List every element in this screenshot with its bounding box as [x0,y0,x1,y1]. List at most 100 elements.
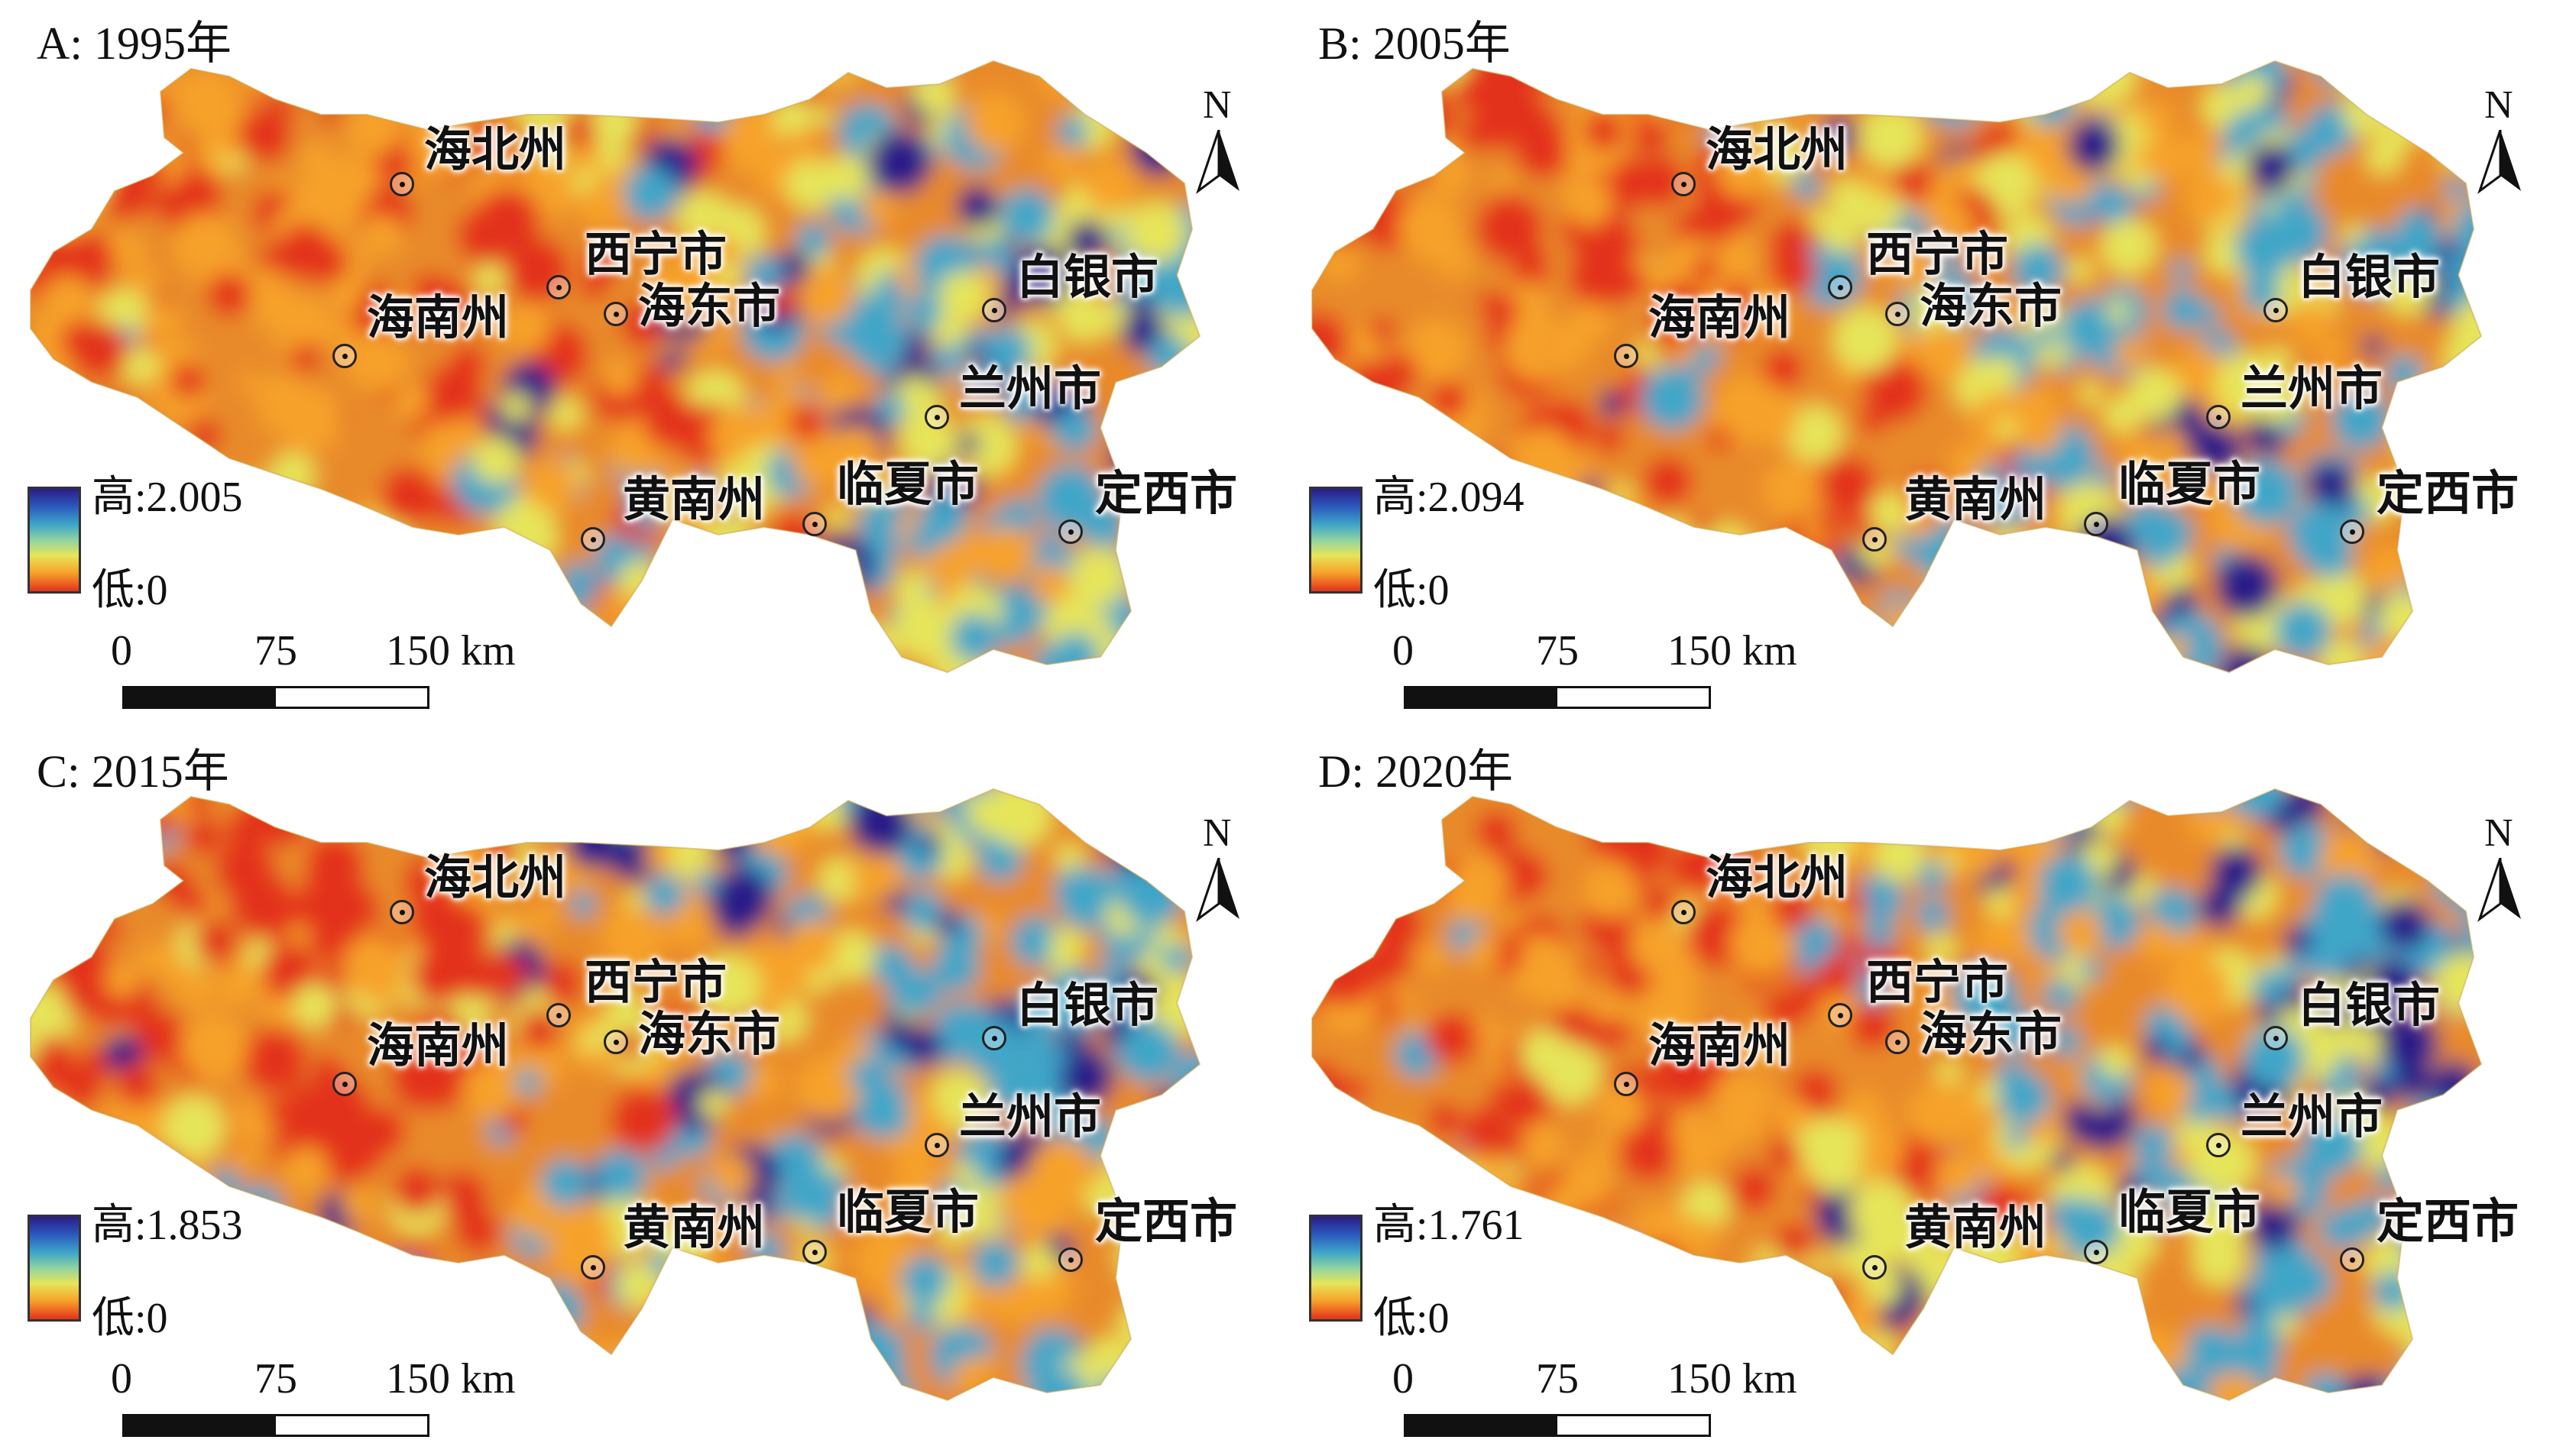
density-blob [98,917,122,942]
city-marker-lanzhou [925,405,949,429]
city-marker-hainan [332,1072,357,1096]
density-blob [692,587,732,628]
density-blob [1037,61,1089,99]
density-blob [1844,187,1883,225]
density-blob [757,789,802,814]
density-blob [1412,1379,1440,1400]
density-blob [1887,61,1918,72]
density-blob [2103,396,2140,434]
density-blob [298,1245,338,1285]
density-blob [241,1027,307,1094]
density-blob [2246,143,2296,193]
density-blob [2415,1112,2471,1170]
density-blob [648,61,704,95]
density-blob [1542,565,1606,629]
density-blob [1362,1128,1425,1191]
density-blob [995,1283,1037,1325]
density-blob [1571,1309,1625,1363]
density-blob [1490,169,1514,193]
density-blob [1738,789,1793,819]
density-blob [2108,647,2153,672]
density-blob [811,548,838,575]
density-blob [1610,61,1664,103]
density-blob [1960,638,2011,672]
density-blob [1147,335,1190,377]
density-blob [1312,112,1333,167]
density-blob [2362,635,2417,672]
density-blob [514,1069,541,1096]
density-blob [275,1254,301,1280]
density-blob [434,789,473,823]
density-blob [707,1340,774,1400]
density-blob [340,576,392,628]
density-blob [1502,559,1547,605]
density-blob [1732,600,1755,623]
density-blob [696,953,761,1018]
density-blob [47,171,105,228]
density-blob [303,834,365,896]
density-blob [1670,516,1724,569]
density-blob [952,1162,977,1187]
density-blob [1774,1222,1814,1262]
density-blob [1975,1182,2032,1240]
density-blob [2387,222,2440,274]
density-blob [1566,548,1588,570]
label-haibei: 海北州 [424,121,567,177]
density-blob [742,1062,781,1101]
density-blob [484,953,527,997]
density-blob [31,861,75,922]
density-blob [261,992,297,1027]
density-blob [1428,380,1468,420]
region-border [1311,60,2483,674]
label-lanzhou: 兰州市 [959,1089,1102,1144]
density-blob [1550,465,1616,532]
density-blob [1000,188,1055,243]
density-blob [115,167,145,197]
density-blob [2325,61,2391,92]
density-blob [604,1379,647,1400]
density-blob [110,521,141,551]
density-blob [1580,498,1643,560]
density-blob [1880,603,1920,642]
density-blob [964,92,1026,153]
density-blob [1861,620,1910,669]
density-blob [2362,335,2384,358]
density-blob [2233,458,2300,526]
density-blob [1800,560,1828,588]
density-blob [1641,539,1667,565]
density-blob [797,266,857,325]
density-blob [1010,916,1061,967]
city-marker-haibei [390,900,414,924]
scale-tick-0: 0 [1392,1355,1414,1403]
density-blob [2234,1294,2257,1316]
density-blob [1171,1307,1200,1361]
density-blob [170,363,206,399]
density-blob [1907,1082,1971,1145]
label-baiyin: 白银市 [2298,977,2441,1033]
density-blob [328,277,364,312]
scale-tick-0: 0 [111,627,132,675]
city-marker-lanzhou [2206,1133,2231,1157]
city-marker-baiyin [2263,298,2288,322]
density-blob [1995,1060,2028,1092]
density-blob [138,940,174,977]
density-blob [929,1070,990,1131]
density-blob [194,1334,245,1384]
density-blob [1581,956,1603,978]
density-blob [823,1378,870,1400]
city-marker-dingxi [2340,519,2364,544]
panel-title: D: 2020年 [1318,746,1513,797]
density-blob [1446,548,1479,581]
density-blob [1619,1307,1675,1364]
density-blob [957,432,980,456]
scale-tick-150: 150 km [386,627,516,675]
density-blob [2109,862,2137,890]
density-blob [651,257,718,323]
density-blob [552,615,611,672]
density-blob [549,398,582,431]
density-blob [1968,1386,2010,1400]
density-blob [166,1301,198,1333]
density-blob [1987,567,2036,616]
label-baiyin: 白银市 [1016,977,1159,1033]
density-blob [1390,149,1422,180]
